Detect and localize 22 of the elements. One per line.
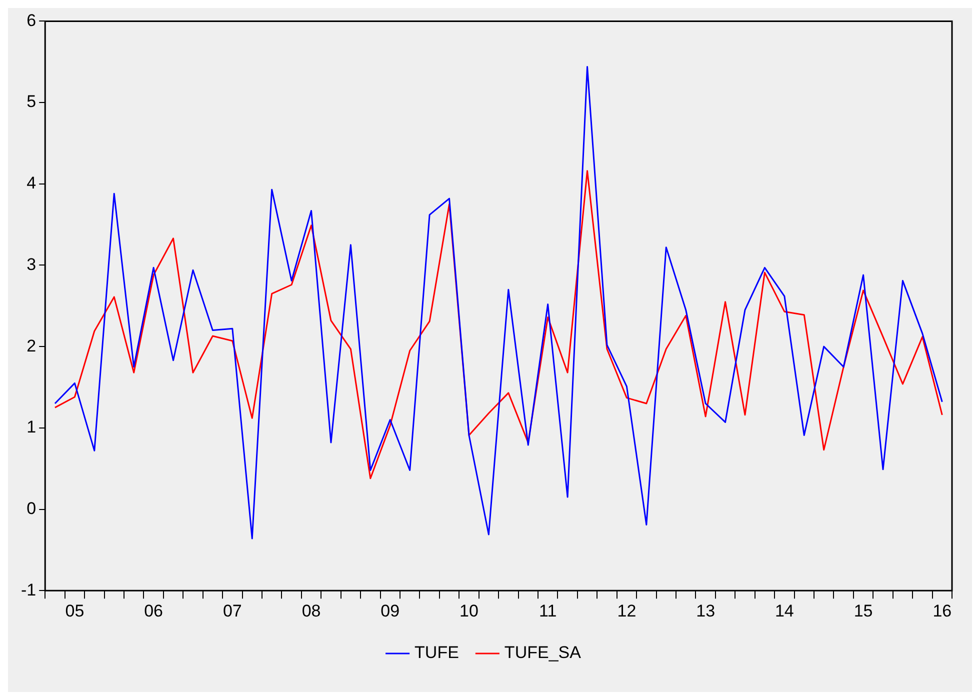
x-tick-label: 15 xyxy=(854,601,873,620)
y-tick-label: 5 xyxy=(26,92,36,112)
x-tick-label: 06 xyxy=(144,601,164,620)
y-tick-label: 2 xyxy=(26,336,36,356)
y-tick-label: 6 xyxy=(26,10,36,30)
x-tick-label: 13 xyxy=(696,601,716,620)
x-tick-label: 14 xyxy=(774,601,794,620)
x-tick-label: 07 xyxy=(222,601,242,620)
legend-label: TUFE_SA xyxy=(504,643,582,662)
x-tick-label: 05 xyxy=(65,601,84,620)
x-tick-label: 10 xyxy=(460,601,478,620)
x-tick-label: 09 xyxy=(380,601,400,620)
y-tick-label: 0 xyxy=(26,498,36,518)
y-tick-label: 3 xyxy=(26,254,36,274)
x-tick-label: 12 xyxy=(617,601,636,620)
y-tick-label: 4 xyxy=(26,174,36,193)
y-tick-label: -1 xyxy=(20,580,36,600)
y-tick-label: 1 xyxy=(26,418,36,437)
x-tick-label: 11 xyxy=(539,601,557,620)
x-tick-label: 16 xyxy=(932,601,952,620)
x-tick-label: 08 xyxy=(302,601,321,620)
legend-label: TUFE xyxy=(414,643,459,662)
